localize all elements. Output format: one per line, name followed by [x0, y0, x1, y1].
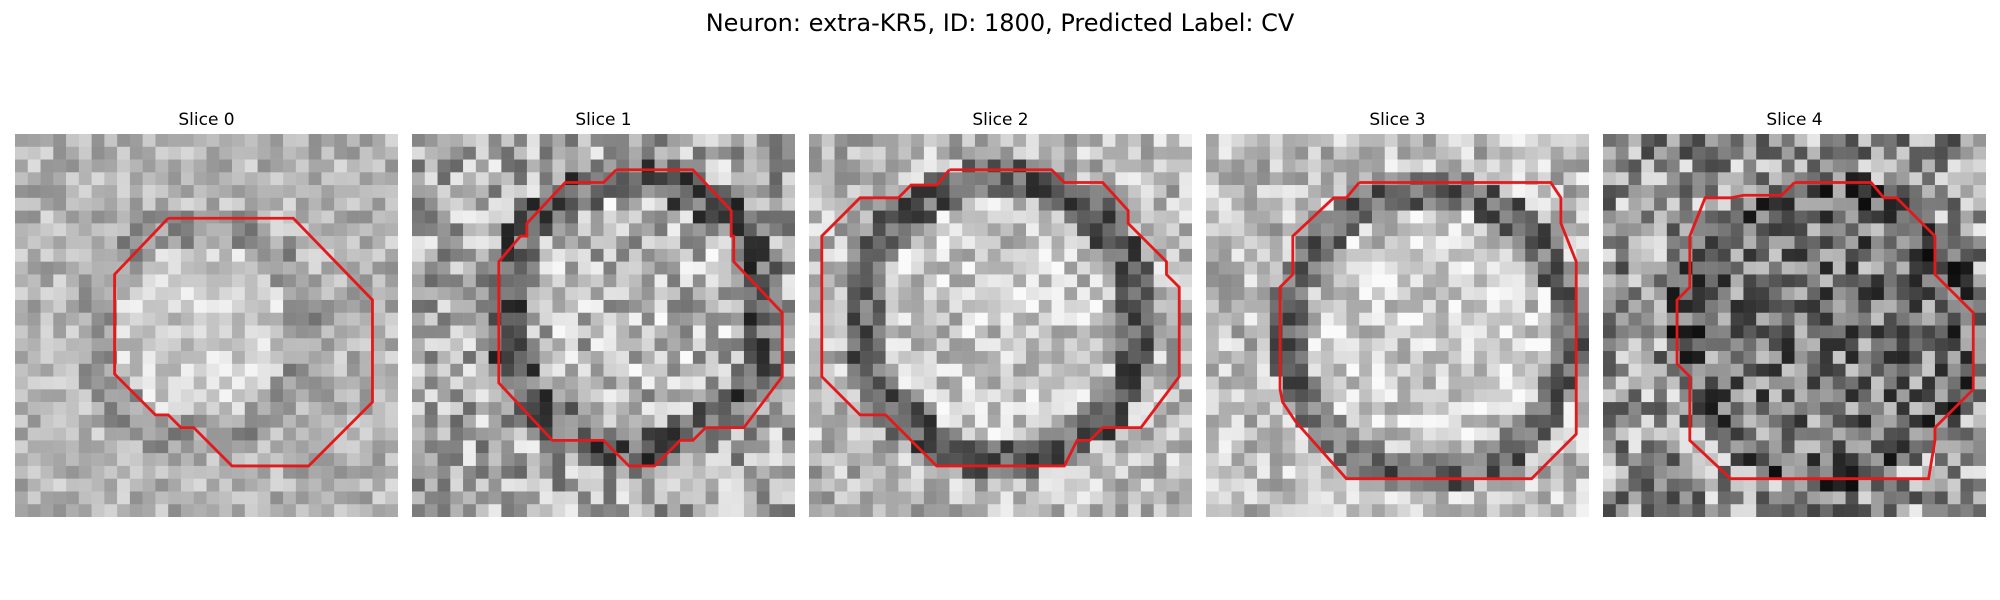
grayscale-pixels — [1206, 134, 1589, 517]
slice-image — [809, 134, 1192, 517]
slice-image — [412, 134, 795, 517]
slice-title: Slice 0 — [178, 110, 235, 130]
figure-title: Neuron: extra-KR5, ID: 1800, Predicted L… — [705, 9, 1295, 37]
slice-title: Slice 3 — [1369, 110, 1426, 130]
contour-outline — [497, 168, 784, 468]
slice-title: Slice 2 — [972, 110, 1029, 130]
slice-image — [15, 134, 398, 517]
slice-title: Slice 4 — [1766, 110, 1823, 130]
contour-outline — [1675, 181, 1975, 481]
slice-title: Slice 1 — [575, 110, 632, 130]
contour-outline — [113, 216, 374, 468]
grayscale-pixels — [412, 134, 795, 517]
grayscale-pixels — [15, 134, 398, 517]
grayscale-pixels — [809, 134, 1192, 517]
contour-outline — [1278, 181, 1578, 481]
grayscale-pixels — [1603, 134, 1986, 517]
slice-image — [1206, 134, 1589, 517]
contour-outline — [820, 168, 1181, 468]
slice-image — [1603, 134, 1986, 517]
